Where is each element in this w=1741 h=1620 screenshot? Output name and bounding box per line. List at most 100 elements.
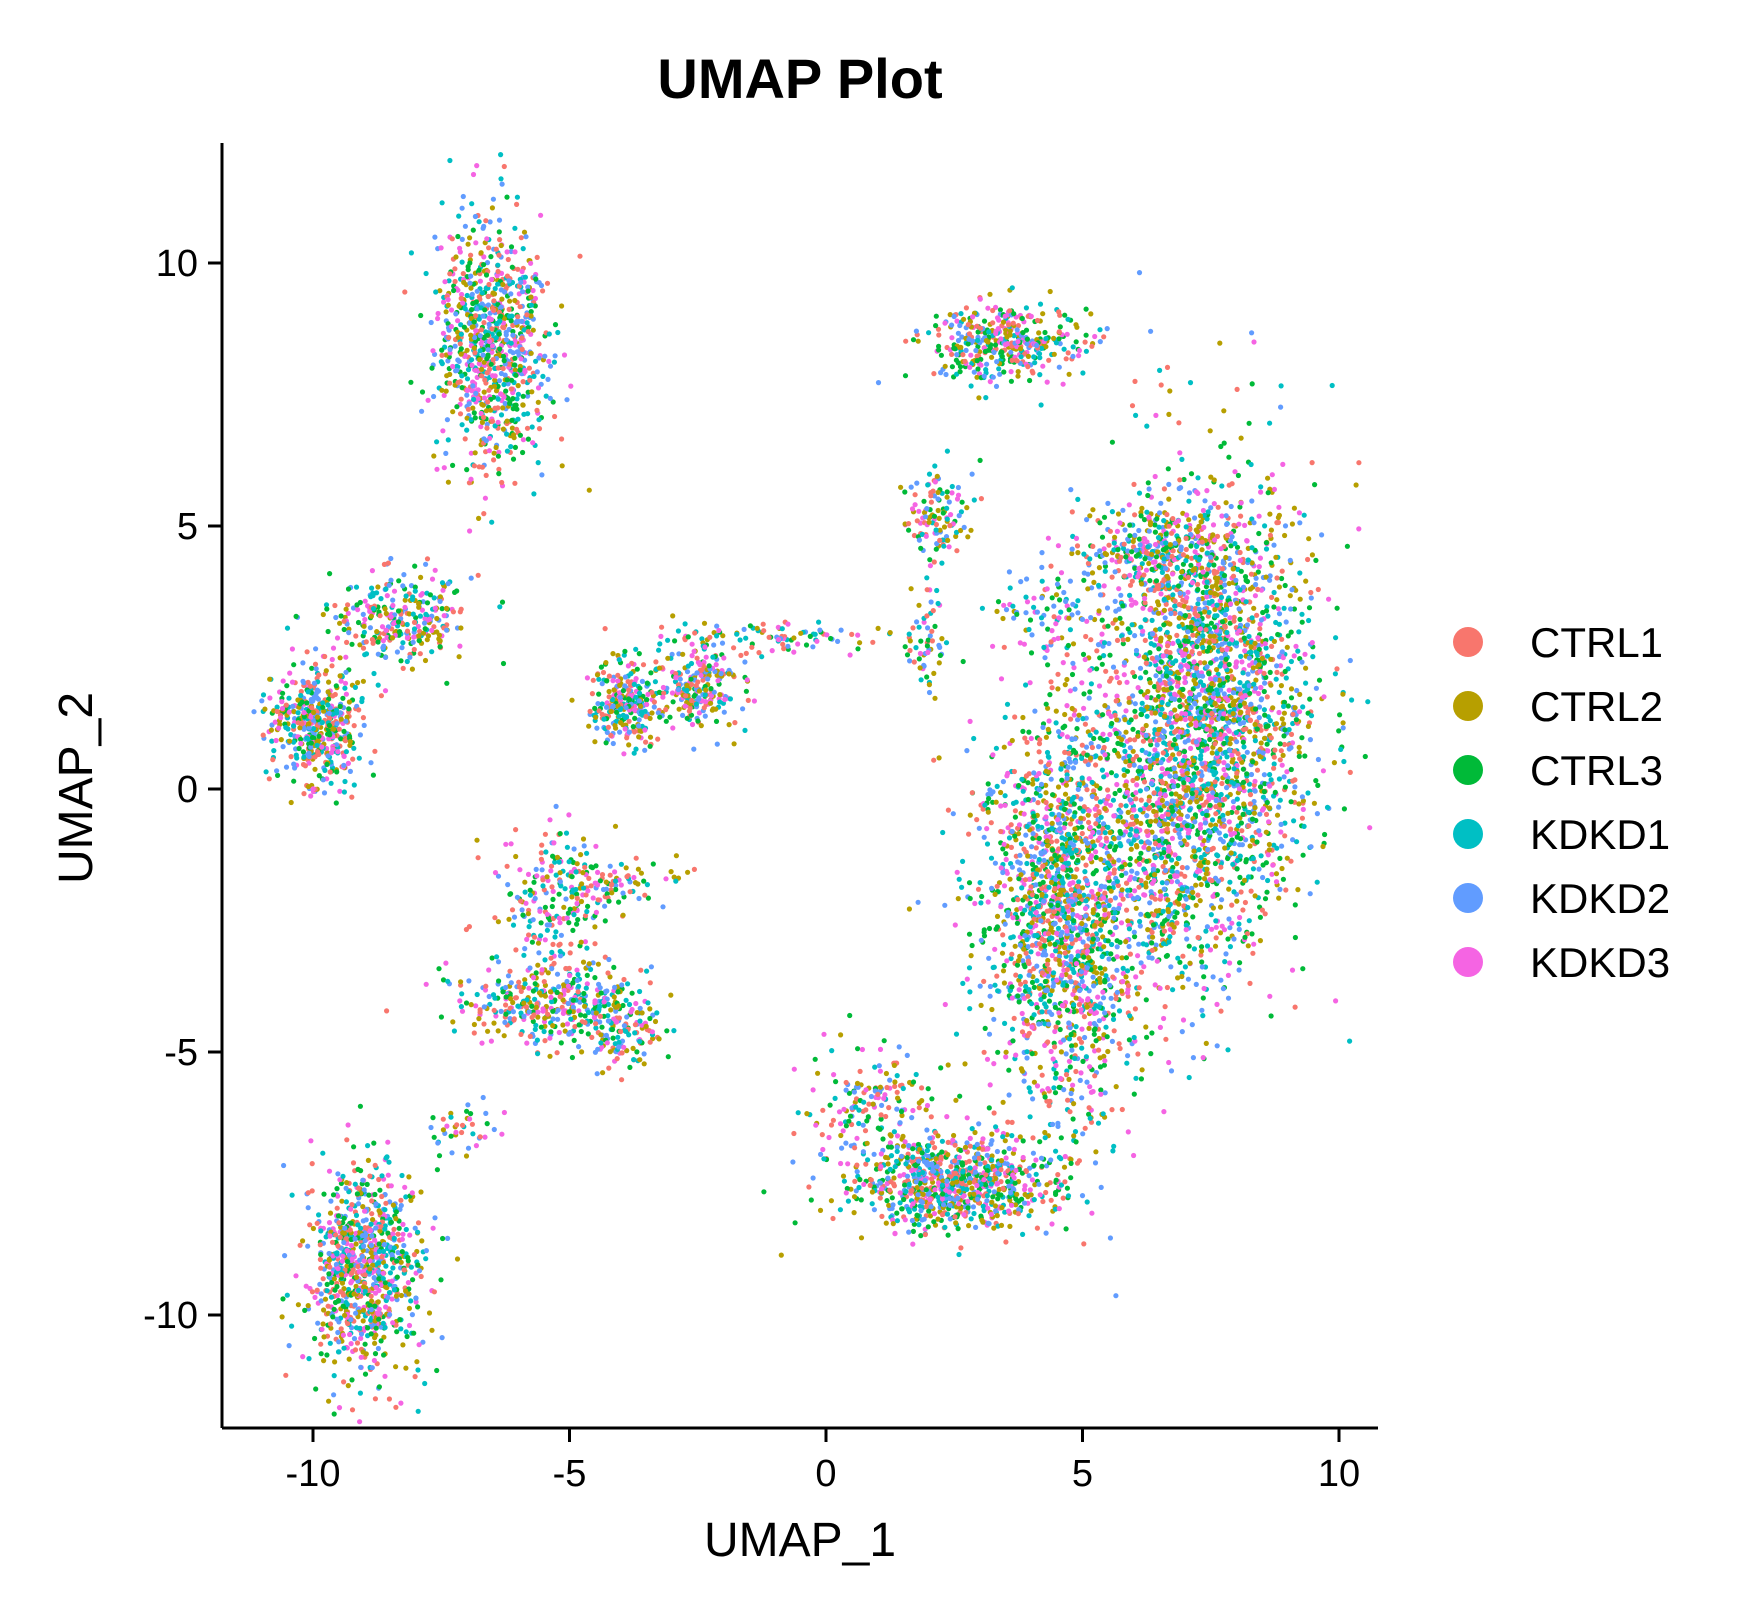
scatter-point	[329, 656, 335, 663]
scatter-point	[526, 365, 533, 371]
scatter-point	[575, 972, 581, 978]
scatter-point	[642, 727, 648, 733]
scatter-point	[680, 651, 686, 657]
scatter-point	[289, 679, 296, 685]
scatter-point	[529, 939, 536, 945]
scatter-point	[353, 633, 359, 639]
scatter-point	[305, 1243, 311, 1249]
scatter-point	[305, 1190, 311, 1196]
scatter-point	[535, 1051, 541, 1057]
scatter-point	[1118, 592, 1124, 598]
scatter-point	[509, 907, 516, 913]
scatter-point	[469, 362, 475, 368]
scatter-point	[481, 359, 487, 365]
scatter-point	[551, 359, 558, 365]
scatter-point	[286, 1343, 292, 1349]
scatter-point	[933, 521, 940, 528]
scatter-point	[716, 627, 722, 634]
scatter-point	[540, 877, 546, 883]
scatter-point	[353, 584, 360, 590]
scatter-point	[1025, 353, 1031, 359]
scatter-point	[416, 633, 422, 639]
scatter-point	[622, 726, 628, 732]
scatter-point	[321, 1307, 327, 1313]
scatter-point	[956, 513, 962, 519]
scatter-point	[503, 388, 509, 394]
scatter-point	[593, 909, 600, 916]
scatter-point	[698, 723, 704, 729]
scatter-point	[976, 395, 982, 401]
scatter-point	[1000, 615, 1006, 622]
scatter-point	[1057, 597, 1063, 603]
scatter-point	[594, 672, 601, 678]
scatter-point	[1292, 934, 1298, 941]
scatter-point	[489, 519, 495, 525]
scatter-point	[403, 1226, 409, 1233]
scatter-point	[466, 401, 472, 407]
scatter-point	[529, 1003, 535, 1009]
scatter-point	[371, 1140, 377, 1146]
scatter-point	[478, 424, 484, 430]
scatter-point	[337, 788, 343, 794]
scatter-point	[1248, 888, 1254, 894]
scatter-point	[535, 962, 541, 968]
scatter-point	[356, 755, 362, 761]
scatter-point	[468, 273, 474, 279]
scatter-point	[902, 644, 908, 650]
scatter-point	[376, 1316, 382, 1322]
scatter-point	[300, 660, 306, 666]
scatter-point	[406, 1174, 412, 1180]
scatter-point	[600, 669, 607, 676]
scatter-point	[482, 240, 488, 246]
scatter-point	[975, 366, 981, 372]
scatter-point	[441, 465, 447, 471]
scatter-point	[345, 1122, 351, 1128]
scatter-point	[612, 984, 618, 990]
scatter-point	[415, 1262, 421, 1268]
scatter-point	[670, 725, 676, 731]
scatter-point	[1065, 350, 1071, 356]
scatter-point	[456, 654, 462, 660]
scatter-point	[393, 1293, 399, 1299]
scatter-point	[432, 1215, 438, 1221]
scatter-point	[470, 171, 477, 178]
scatter-point	[372, 1191, 378, 1198]
scatter-point	[382, 1373, 388, 1379]
scatter-point	[319, 1326, 325, 1332]
scatter-point	[393, 1404, 399, 1410]
scatter-point	[412, 563, 418, 569]
scatter-point	[508, 386, 514, 392]
scatter-point	[401, 572, 407, 578]
scatter-point	[344, 639, 350, 646]
scatter-point	[550, 1023, 556, 1029]
scatter-point	[532, 895, 538, 902]
scatter-point	[343, 718, 349, 724]
scatter-point	[283, 764, 290, 770]
scatter-point	[328, 1294, 335, 1300]
scatter-point	[670, 699, 676, 705]
scatter-point	[489, 326, 495, 332]
scatter-point	[745, 697, 751, 704]
scatter-point	[490, 992, 497, 998]
scatter-point	[664, 1028, 670, 1034]
scatter-point	[456, 213, 462, 219]
scatter-point	[557, 879, 564, 885]
scatter-point	[1056, 364, 1062, 370]
scatter-point	[515, 383, 521, 389]
scatter-point	[351, 745, 357, 751]
scatter-point	[929, 628, 935, 634]
scatter-point	[500, 660, 507, 667]
scatter-point	[1037, 372, 1043, 378]
scatter-point	[385, 1294, 391, 1300]
scatter-point	[473, 1143, 479, 1149]
scatter-point	[550, 941, 556, 948]
scatter-point	[345, 586, 352, 592]
scatter-point	[343, 1185, 349, 1191]
scatter-point	[332, 1359, 338, 1365]
scatter-point	[965, 322, 971, 328]
scatter-point	[544, 280, 551, 286]
scatter-point	[364, 1181, 370, 1187]
scatter-point	[798, 630, 804, 636]
scatter-point	[610, 651, 616, 657]
scatter-point	[1051, 335, 1057, 341]
